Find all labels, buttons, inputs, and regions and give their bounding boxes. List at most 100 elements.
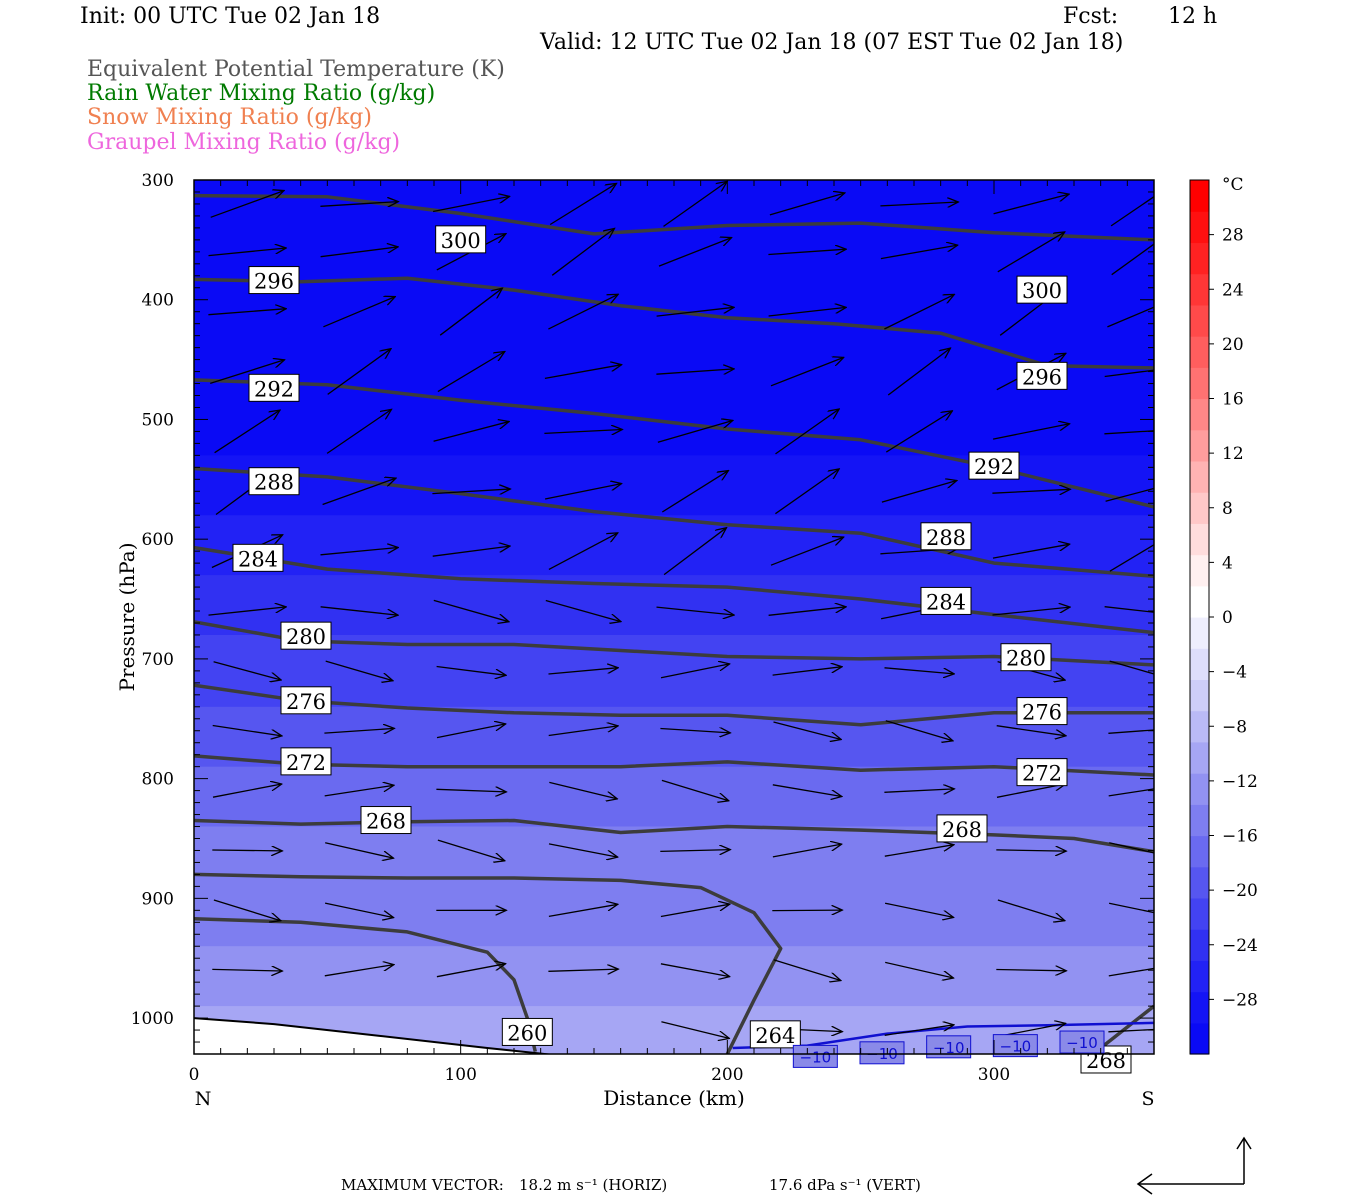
wind-vector (887, 348, 950, 396)
wind-vector (660, 904, 730, 918)
wind-vector (436, 964, 506, 978)
field-legend-snow: Snow Mixing Ratio (g/kg) (87, 105, 372, 130)
contour-label-box (248, 467, 300, 496)
colorbar-segment (1190, 710, 1209, 743)
wind-vector (775, 469, 839, 515)
wind-vector (992, 607, 1071, 616)
colorbar-tick-label: −20 (1222, 881, 1258, 901)
colorbar-segment (1190, 866, 1209, 899)
y-tick-label: 600 (142, 530, 174, 550)
theta-e-contour (194, 683, 1154, 727)
wind-vector (1109, 544, 1154, 572)
axes: 300 400 500 600 700 800 900 1000 0 100 200 300 N S Dis… (115, 171, 1155, 1110)
wind-vector (326, 409, 391, 454)
theta-e-contour (194, 872, 783, 1054)
wind-vector (992, 489, 1070, 493)
colorbar-tick-label: 8 (1222, 499, 1233, 519)
wind-vector (996, 970, 1066, 971)
wind-vector (325, 660, 393, 681)
y-tick-label: 700 (142, 650, 174, 670)
theta-e-contour (194, 276, 1154, 370)
wind-vector (661, 471, 728, 513)
contour-label: 264 (755, 1024, 795, 1048)
contour-label: 280 (286, 625, 326, 649)
max-vector-horiz: 18.2 m s⁻¹ (HORIZ) (519, 1176, 668, 1194)
wind-vector (432, 489, 510, 494)
contour-label: 276 (286, 690, 326, 714)
colorbar-unit: °C (1222, 175, 1244, 195)
wind-vector (549, 781, 617, 799)
contour-label: 280 (1006, 647, 1046, 671)
colorbar-tick-label: 4 (1222, 553, 1233, 573)
contour-label-box (501, 1017, 553, 1046)
theta-e-contour (194, 620, 1154, 667)
wind-vector (1105, 487, 1154, 502)
wind-vector (768, 307, 847, 317)
colorbar-segment (1190, 835, 1209, 868)
colorbar-segment (1190, 1022, 1209, 1055)
wind-vector (327, 349, 391, 395)
contour-label-box (280, 747, 332, 776)
colorbar-segment (1190, 523, 1209, 556)
y-tick-label: 400 (142, 291, 174, 311)
wind-vector (768, 607, 847, 616)
wind-vector (432, 546, 510, 557)
temperature-band (194, 886, 1154, 948)
colorbar-segment (1190, 929, 1209, 961)
colorbar-segment (1190, 773, 1209, 805)
wind-vector (663, 528, 726, 576)
wind-vector (1109, 842, 1154, 854)
y-tick-label: 900 (142, 889, 174, 909)
theta-e-contour (194, 193, 1154, 242)
contour-label-box (280, 621, 332, 650)
contour-label-box (936, 814, 988, 843)
temperature-band (194, 766, 1154, 828)
wind-vector (881, 481, 957, 503)
contour-label: 284 (926, 590, 966, 614)
wind-vector (208, 248, 287, 257)
contour-label: 296 (1022, 365, 1062, 389)
theta-e-contour (194, 818, 1154, 854)
wind-vector (656, 369, 734, 375)
colorbar-segment (1190, 367, 1209, 400)
wind-vector (324, 965, 394, 977)
temperature-band (194, 515, 1154, 577)
field-legend-rain: Rain Water Mixing Ratio (g/kg) (87, 81, 436, 106)
wind-vector (320, 202, 398, 207)
contour-label-box (280, 686, 332, 715)
wind-vector (214, 410, 280, 454)
colorbar-tick-label: −12 (1222, 772, 1258, 792)
temperature-band (194, 946, 1154, 1008)
wind-vector (660, 850, 730, 852)
wind-vector (997, 899, 1065, 921)
contour-label: 292 (254, 377, 294, 401)
contour-label-box (248, 373, 300, 402)
wind-vector (658, 238, 732, 267)
wind-vector (325, 842, 393, 858)
contour-label-box (435, 225, 487, 254)
theta-e-contour (194, 754, 1154, 777)
contour-label: 276 (1022, 701, 1062, 725)
contour-label-box (749, 1020, 801, 1049)
wind-vector (1108, 967, 1154, 977)
y-tick-label: 500 (142, 410, 174, 430)
colorbar-segment (1190, 398, 1209, 431)
north-label: N (195, 1088, 212, 1110)
colorbar-tick-label: 28 (1222, 226, 1244, 246)
forecast-label: Fcst: (1063, 4, 1119, 29)
wind-vector (320, 247, 398, 258)
theta-e-contour (194, 466, 1154, 579)
wind-vector (324, 785, 394, 797)
wind-vector (544, 484, 622, 500)
wind-vector (549, 183, 616, 226)
wind-vector (208, 309, 286, 316)
south-label: S (1141, 1088, 1154, 1110)
field-legend-theta-e: Equivalent Potential Temperature (K) (87, 57, 505, 82)
wind-vector (663, 181, 728, 227)
wind-vector (769, 193, 845, 216)
x-axis-title: Distance (km) (603, 1086, 745, 1110)
contour-label: 284 (238, 547, 278, 571)
contour-label: 272 (286, 751, 326, 775)
isotherm-label-box (992, 1034, 1038, 1058)
colorbar-segment (1190, 741, 1209, 774)
